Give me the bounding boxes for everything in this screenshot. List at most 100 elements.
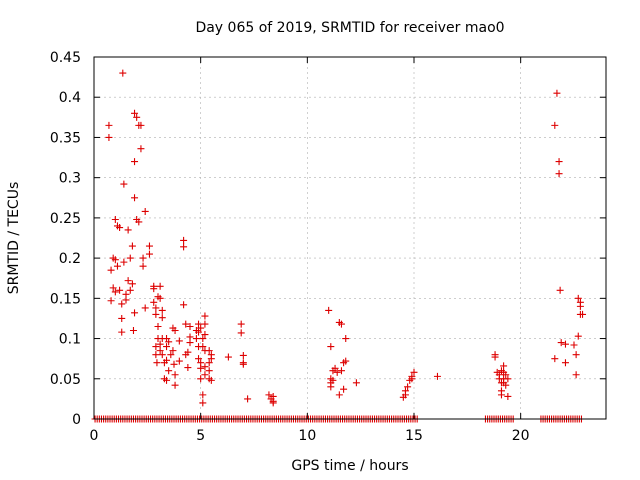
data-point: [551, 121, 559, 129]
data-point: [201, 371, 209, 379]
data-point: [404, 383, 412, 391]
data-point: [124, 277, 132, 285]
data-point: [182, 320, 190, 328]
data-point: [111, 215, 119, 223]
y-tick-label: 0.35: [50, 130, 81, 146]
plot-frame: [93, 56, 607, 420]
data-point: [491, 351, 499, 359]
data-point: [199, 335, 207, 343]
data-point: [139, 262, 147, 270]
data-point: [153, 359, 161, 367]
y-tick-label: 0.3: [59, 171, 81, 187]
data-point: [207, 376, 215, 384]
data-point: [152, 304, 160, 312]
data-point: [574, 332, 582, 340]
data-point: [152, 351, 160, 359]
data-point: [186, 322, 194, 330]
data-point: [133, 113, 141, 121]
data-point: [118, 328, 126, 336]
y-tick-label: 0.45: [50, 50, 81, 66]
y-tick-label: 0.4: [59, 90, 81, 106]
data-point: [195, 328, 203, 336]
data-point: [579, 310, 587, 318]
data-point: [502, 381, 510, 389]
data-point: [113, 262, 121, 270]
data-point: [195, 320, 203, 328]
data-point: [126, 254, 134, 262]
data-point: [199, 391, 207, 399]
data-point: [410, 368, 418, 376]
data-point: [557, 339, 565, 347]
data-point: [197, 364, 205, 372]
data-point: [186, 339, 194, 347]
data-point: [500, 362, 508, 370]
data-point: [337, 320, 345, 328]
data-point: [342, 335, 350, 343]
data-point: [107, 297, 115, 305]
data-point: [111, 288, 119, 296]
data-point: [156, 282, 164, 290]
data-point: [180, 301, 188, 309]
data-point: [141, 207, 149, 215]
y-tick-label: 0.25: [50, 211, 81, 227]
data-point: [555, 170, 563, 178]
data-point: [145, 250, 153, 258]
data-point: [555, 158, 563, 166]
data-point: [337, 367, 345, 375]
data-point: [137, 145, 145, 153]
data-point: [201, 312, 209, 320]
data-point: [126, 286, 134, 294]
data-point: [352, 379, 360, 387]
data-point: [167, 351, 175, 359]
data-point: [239, 360, 247, 368]
data-point: [137, 121, 145, 129]
data-point: [551, 355, 559, 363]
data-point: [197, 324, 205, 332]
data-point: [109, 284, 117, 292]
data-point: [184, 364, 192, 372]
data-point: [180, 236, 188, 244]
data-point: [131, 309, 139, 317]
data-point: [107, 266, 115, 274]
data-point: [331, 364, 339, 372]
data-point: [122, 296, 130, 304]
data-point: [163, 376, 171, 384]
data-point: [154, 322, 162, 330]
data-point: [327, 383, 335, 391]
data-point: [329, 376, 337, 384]
x-tick-labels: 0 5 10 15 20: [90, 428, 530, 444]
data-point: [197, 375, 205, 383]
data-point: [171, 327, 179, 335]
data-point: [158, 306, 166, 314]
data-point: [553, 89, 561, 97]
data-point: [120, 180, 128, 188]
data-point: [205, 359, 213, 367]
data-point: [116, 286, 124, 294]
data-point: [325, 306, 333, 314]
data-point: [156, 340, 164, 348]
data-point: [576, 302, 584, 310]
data-point: [169, 347, 177, 355]
data-point: [205, 347, 213, 355]
data-point: [141, 304, 149, 312]
data-point: [327, 343, 335, 351]
x-axis-title: GPS time / hours: [291, 458, 408, 474]
data-point: [408, 372, 416, 380]
data-point: [244, 395, 252, 403]
data-point: [105, 133, 113, 141]
data-point: [561, 340, 569, 348]
x-tick-label: 0: [90, 428, 99, 444]
data-point: [158, 314, 166, 322]
data-point: [556, 286, 564, 294]
data-point: [119, 69, 127, 77]
x-tick-label: 5: [196, 428, 205, 444]
data-point: [401, 391, 409, 399]
data-point: [504, 392, 512, 400]
x-tick-label: 20: [512, 428, 530, 444]
data-point: [118, 314, 126, 322]
data-point: [205, 367, 213, 375]
data-point: [561, 359, 569, 367]
data-point: [180, 243, 188, 251]
data-point: [199, 399, 207, 407]
